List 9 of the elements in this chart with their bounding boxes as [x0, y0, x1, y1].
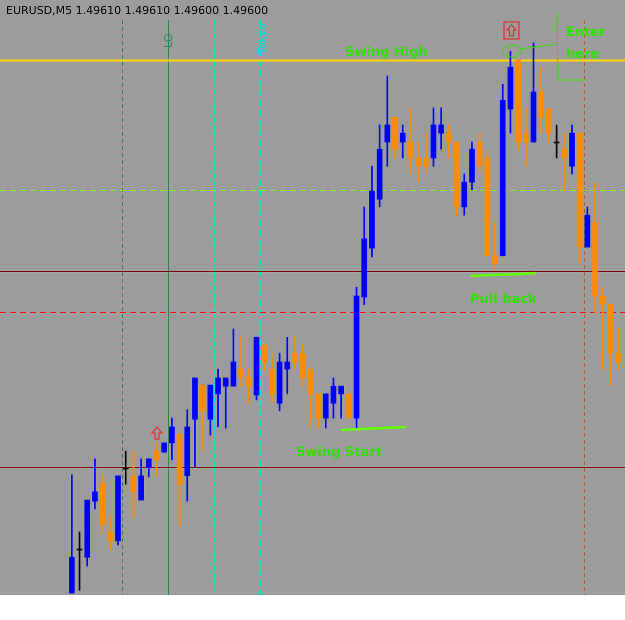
candlestick — [76, 532, 82, 591]
candlestick — [492, 222, 498, 270]
candlestick — [92, 458, 98, 510]
annotation: Pull back — [470, 292, 538, 307]
chart-title: EURUSD,M5 1.49610 1.49610 1.49600 1.49600 — [6, 4, 268, 17]
annotation: Swing Start — [296, 445, 382, 460]
candlestick — [154, 442, 160, 478]
annotation: Enter here — [566, 25, 606, 62]
ref-line-label: Swing High — [345, 45, 428, 60]
